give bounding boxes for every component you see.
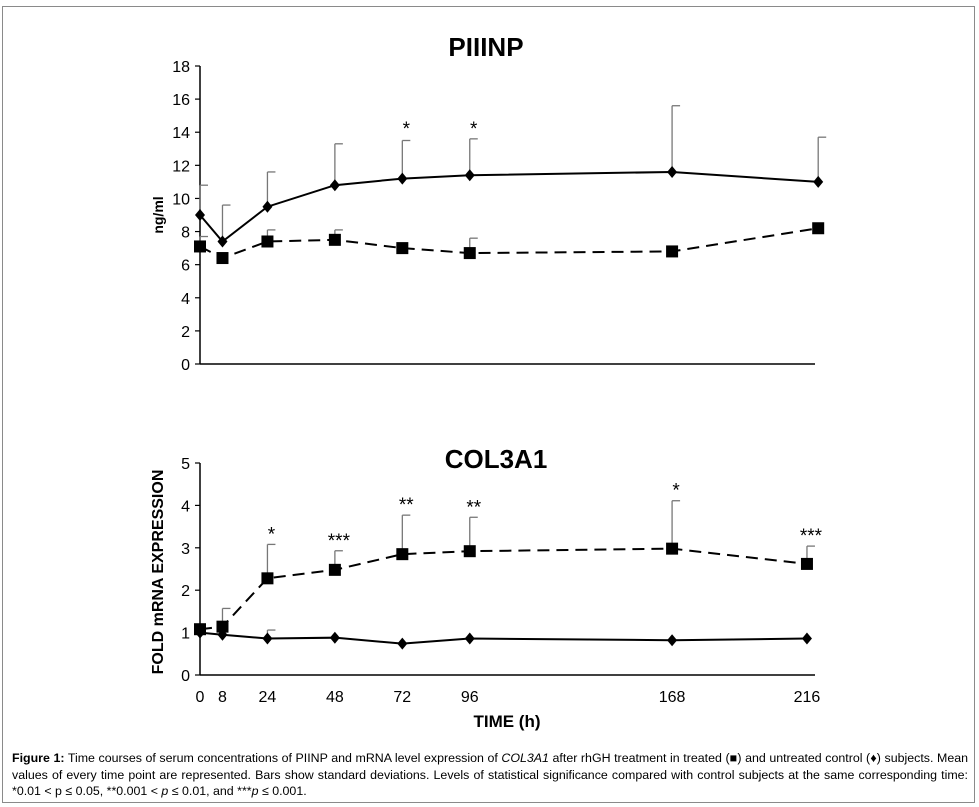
data-point-square	[396, 242, 409, 255]
y-axis-label: FOLD mRNA EXPRESSION	[150, 470, 167, 675]
y-tick-label: 8	[181, 225, 190, 242]
series-line	[199, 547, 808, 631]
y-tick-label: 2	[181, 583, 190, 600]
y-tick-label: 6	[181, 258, 190, 275]
data-point-diamond	[397, 172, 408, 185]
figure-caption: Figure 1: Time courses of serum concentr…	[12, 750, 968, 800]
caption-text-3: ≤ 0.01, and ***	[168, 784, 252, 798]
data-point-diamond	[262, 200, 273, 213]
data-point-square	[666, 245, 679, 258]
data-point-diamond	[397, 637, 408, 650]
x-tick-label: 168	[659, 689, 686, 706]
y-tick-label: 4	[181, 291, 190, 308]
significance-marker: ***	[328, 531, 351, 552]
data-point-diamond	[329, 179, 340, 192]
y-tick-label: 12	[172, 158, 190, 175]
x-tick-label: 48	[326, 689, 344, 706]
caption-gene: COL3A1	[501, 751, 549, 765]
series-treated	[194, 500, 815, 636]
data-point-square	[261, 572, 274, 585]
significance-marker: *	[470, 119, 478, 140]
caption-p1: p	[161, 784, 169, 798]
significance-marker: **	[466, 497, 481, 518]
chart-title: COL3A1	[445, 444, 548, 474]
x-tick-label: 216	[794, 689, 821, 706]
data-point-diamond	[195, 209, 205, 221]
data-point-square	[216, 620, 229, 633]
significance-marker: *	[268, 524, 276, 545]
data-point-diamond	[262, 632, 273, 645]
series-treated	[194, 222, 825, 265]
y-tick-label: 0	[181, 357, 190, 374]
series-untreated-control	[195, 105, 827, 248]
x-tick-label: 24	[259, 689, 277, 706]
data-point-square	[396, 548, 409, 561]
data-point-square	[463, 247, 476, 260]
caption-text-4: ≤ 0.001.	[258, 784, 307, 798]
data-point-square	[463, 545, 476, 558]
data-point-square	[194, 240, 206, 253]
data-point-diamond	[217, 235, 228, 248]
y-tick-label: 4	[181, 498, 190, 515]
y-tick-label: 1	[181, 626, 190, 643]
caption-text-2: after rhGH treatment in treated (■) and …	[12, 751, 969, 798]
y-tick-label: 3	[181, 541, 190, 558]
significance-marker: ***	[800, 526, 823, 547]
x-tick-label: 0	[196, 689, 205, 706]
figure-frame	[2, 6, 975, 803]
data-point-square	[666, 542, 679, 555]
data-point-square	[261, 235, 274, 248]
caption-label: Figure 1:	[12, 751, 65, 765]
chart-0: PIIINP ng/ml 0 2 4 6 8 10 12 14 16 18 * *	[150, 32, 827, 374]
significance-marker: *	[672, 481, 680, 502]
y-tick-label: 16	[172, 92, 190, 109]
significance-marker: *	[403, 119, 411, 140]
data-point-diamond	[329, 631, 340, 644]
y-tick-label: 0	[181, 668, 190, 685]
y-tick-label: 10	[172, 191, 190, 208]
x-tick-label: 8	[218, 689, 227, 706]
y-tick-label: 5	[181, 456, 190, 473]
y-axis-label: ng/ml	[150, 196, 166, 233]
series-line	[199, 227, 819, 260]
data-point-square	[194, 623, 206, 636]
significance-marker: **	[399, 495, 414, 516]
series-line	[199, 170, 819, 243]
x-tick-label: 96	[461, 689, 479, 706]
series-line	[199, 631, 807, 645]
data-point-diamond	[667, 634, 678, 647]
data-point-square	[328, 233, 341, 246]
data-point-diamond	[667, 165, 678, 178]
data-point-square	[328, 563, 341, 576]
data-point-diamond	[801, 632, 812, 645]
data-point-square	[812, 222, 825, 235]
data-point-diamond	[464, 169, 475, 182]
data-point-square	[216, 252, 229, 265]
caption-text-1: Time courses of serum concentrations of …	[64, 751, 502, 765]
data-point-diamond	[464, 632, 475, 645]
data-point-square	[800, 557, 813, 570]
x-axis-label: TIME (h)	[473, 712, 540, 731]
caption-p2: p	[251, 784, 259, 798]
y-tick-label: 14	[172, 125, 190, 142]
data-point-diamond	[813, 175, 824, 188]
chart-title: PIIINP	[448, 32, 523, 62]
x-tick-label: 72	[393, 689, 411, 706]
y-tick-label: 2	[181, 324, 190, 341]
y-tick-label: 18	[172, 59, 190, 76]
series-untreated-control	[195, 626, 812, 650]
